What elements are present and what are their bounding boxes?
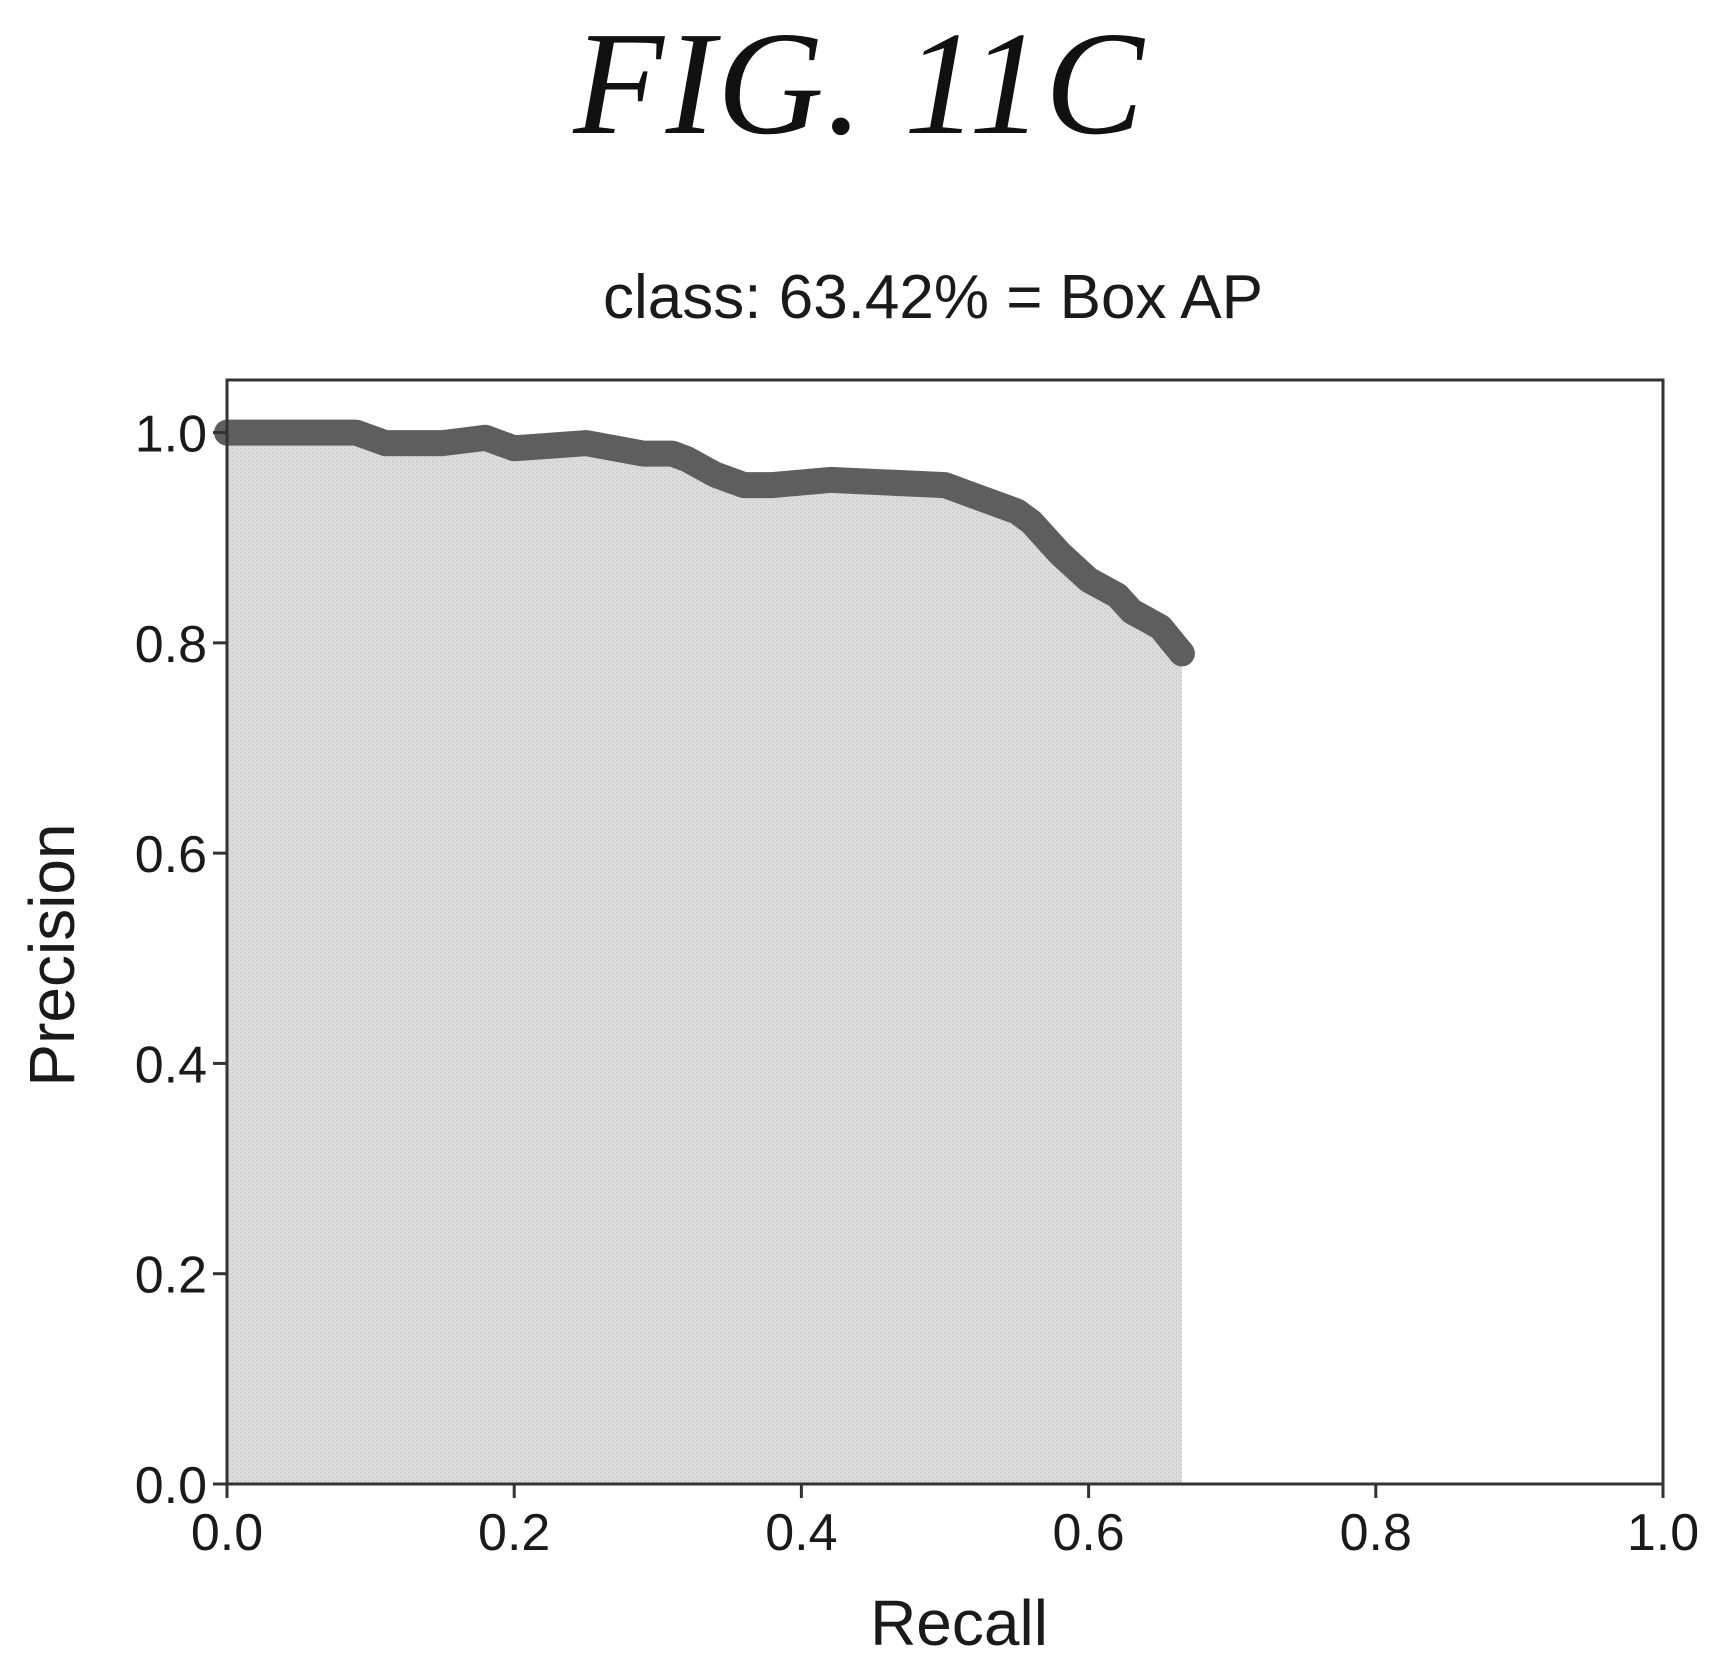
x-tick-label: 1.0 bbox=[1627, 1504, 1699, 1562]
figure-label: FIG. 11C bbox=[573, 2, 1146, 166]
x-axis-ticks: 0.0 0.2 0.4 0.6 0.8 1.0 bbox=[191, 1484, 1699, 1562]
y-tick-label: 0.8 bbox=[135, 616, 207, 674]
precision-recall-line bbox=[214, 419, 1195, 667]
x-axis-label: Recall bbox=[870, 1587, 1048, 1659]
y-tick-label: 0.6 bbox=[135, 826, 207, 884]
y-tick-label: 1.0 bbox=[135, 406, 207, 464]
y-axis-label: Precision bbox=[16, 823, 88, 1086]
y-tick-label: 0.4 bbox=[135, 1036, 207, 1094]
plot-frame bbox=[225, 378, 1665, 1486]
x-tick-label: 0.6 bbox=[1052, 1504, 1124, 1562]
chart-title: class: 63.42% = Box AP bbox=[603, 263, 1263, 332]
area-fill bbox=[227, 432, 1182, 1485]
x-tick-label: 0.8 bbox=[1340, 1504, 1412, 1562]
y-axis-ticks: 0.0 0.2 0.4 0.6 0.8 1.0 bbox=[135, 406, 227, 1515]
x-tick-label: 0.2 bbox=[478, 1504, 550, 1562]
x-tick-label: 0.4 bbox=[765, 1504, 837, 1562]
x-tick-label: 0.0 bbox=[191, 1504, 263, 1562]
y-tick-label: 0.2 bbox=[135, 1247, 207, 1305]
y-tick-label: 0.0 bbox=[135, 1457, 207, 1515]
plot-area bbox=[214, 419, 1195, 1485]
